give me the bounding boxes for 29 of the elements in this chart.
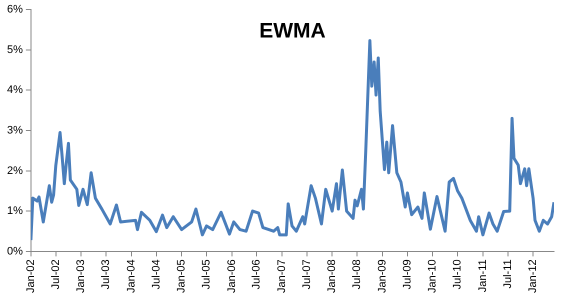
x-tick-label: Jan-08 — [326, 259, 338, 294]
x-tick-label: Jan-04 — [125, 259, 138, 294]
x-tick-label: Jan-05 — [176, 259, 188, 294]
x-tick-label: Jul-04 — [150, 259, 162, 290]
y-tick-label: 3% — [6, 124, 24, 137]
y-tick-label: 0% — [6, 245, 24, 258]
y-tick-label: 4% — [6, 84, 24, 96]
y-tick-label: 2% — [6, 164, 24, 177]
x-tick-label: Jan-03 — [75, 259, 88, 294]
x-tick-label: Jul-06 — [250, 259, 263, 290]
y-tick-label: 5% — [6, 44, 24, 56]
x-tick-label: Jul-05 — [200, 259, 213, 290]
y-tick-label: 6% — [6, 4, 24, 16]
x-tick-label: Jul-08 — [351, 259, 364, 290]
x-tick-label: Jan-09 — [376, 259, 389, 294]
x-tick-label: Jul-02 — [50, 259, 62, 290]
x-tick-label: Jul-09 — [401, 259, 414, 290]
x-tick-label: Jan-10 — [426, 259, 439, 294]
x-tick-label: Jan-07 — [276, 259, 288, 294]
x-tick-label: Jan-12 — [527, 259, 540, 294]
text: EWMA — [259, 19, 326, 42]
x-tick-label: Jan-06 — [226, 259, 238, 294]
x-tick-label: Jan-11 — [476, 259, 489, 292]
y-tick-label: 1% — [6, 205, 24, 218]
x-tick-label: Jul-03 — [100, 259, 112, 290]
x-tick-label: Jul-07 — [300, 259, 313, 290]
x-tick-label: Jan-02 — [24, 259, 37, 294]
x-tick-label: Jul-11 — [502, 259, 514, 289]
x-tick-label: Jul-10 — [452, 259, 464, 290]
